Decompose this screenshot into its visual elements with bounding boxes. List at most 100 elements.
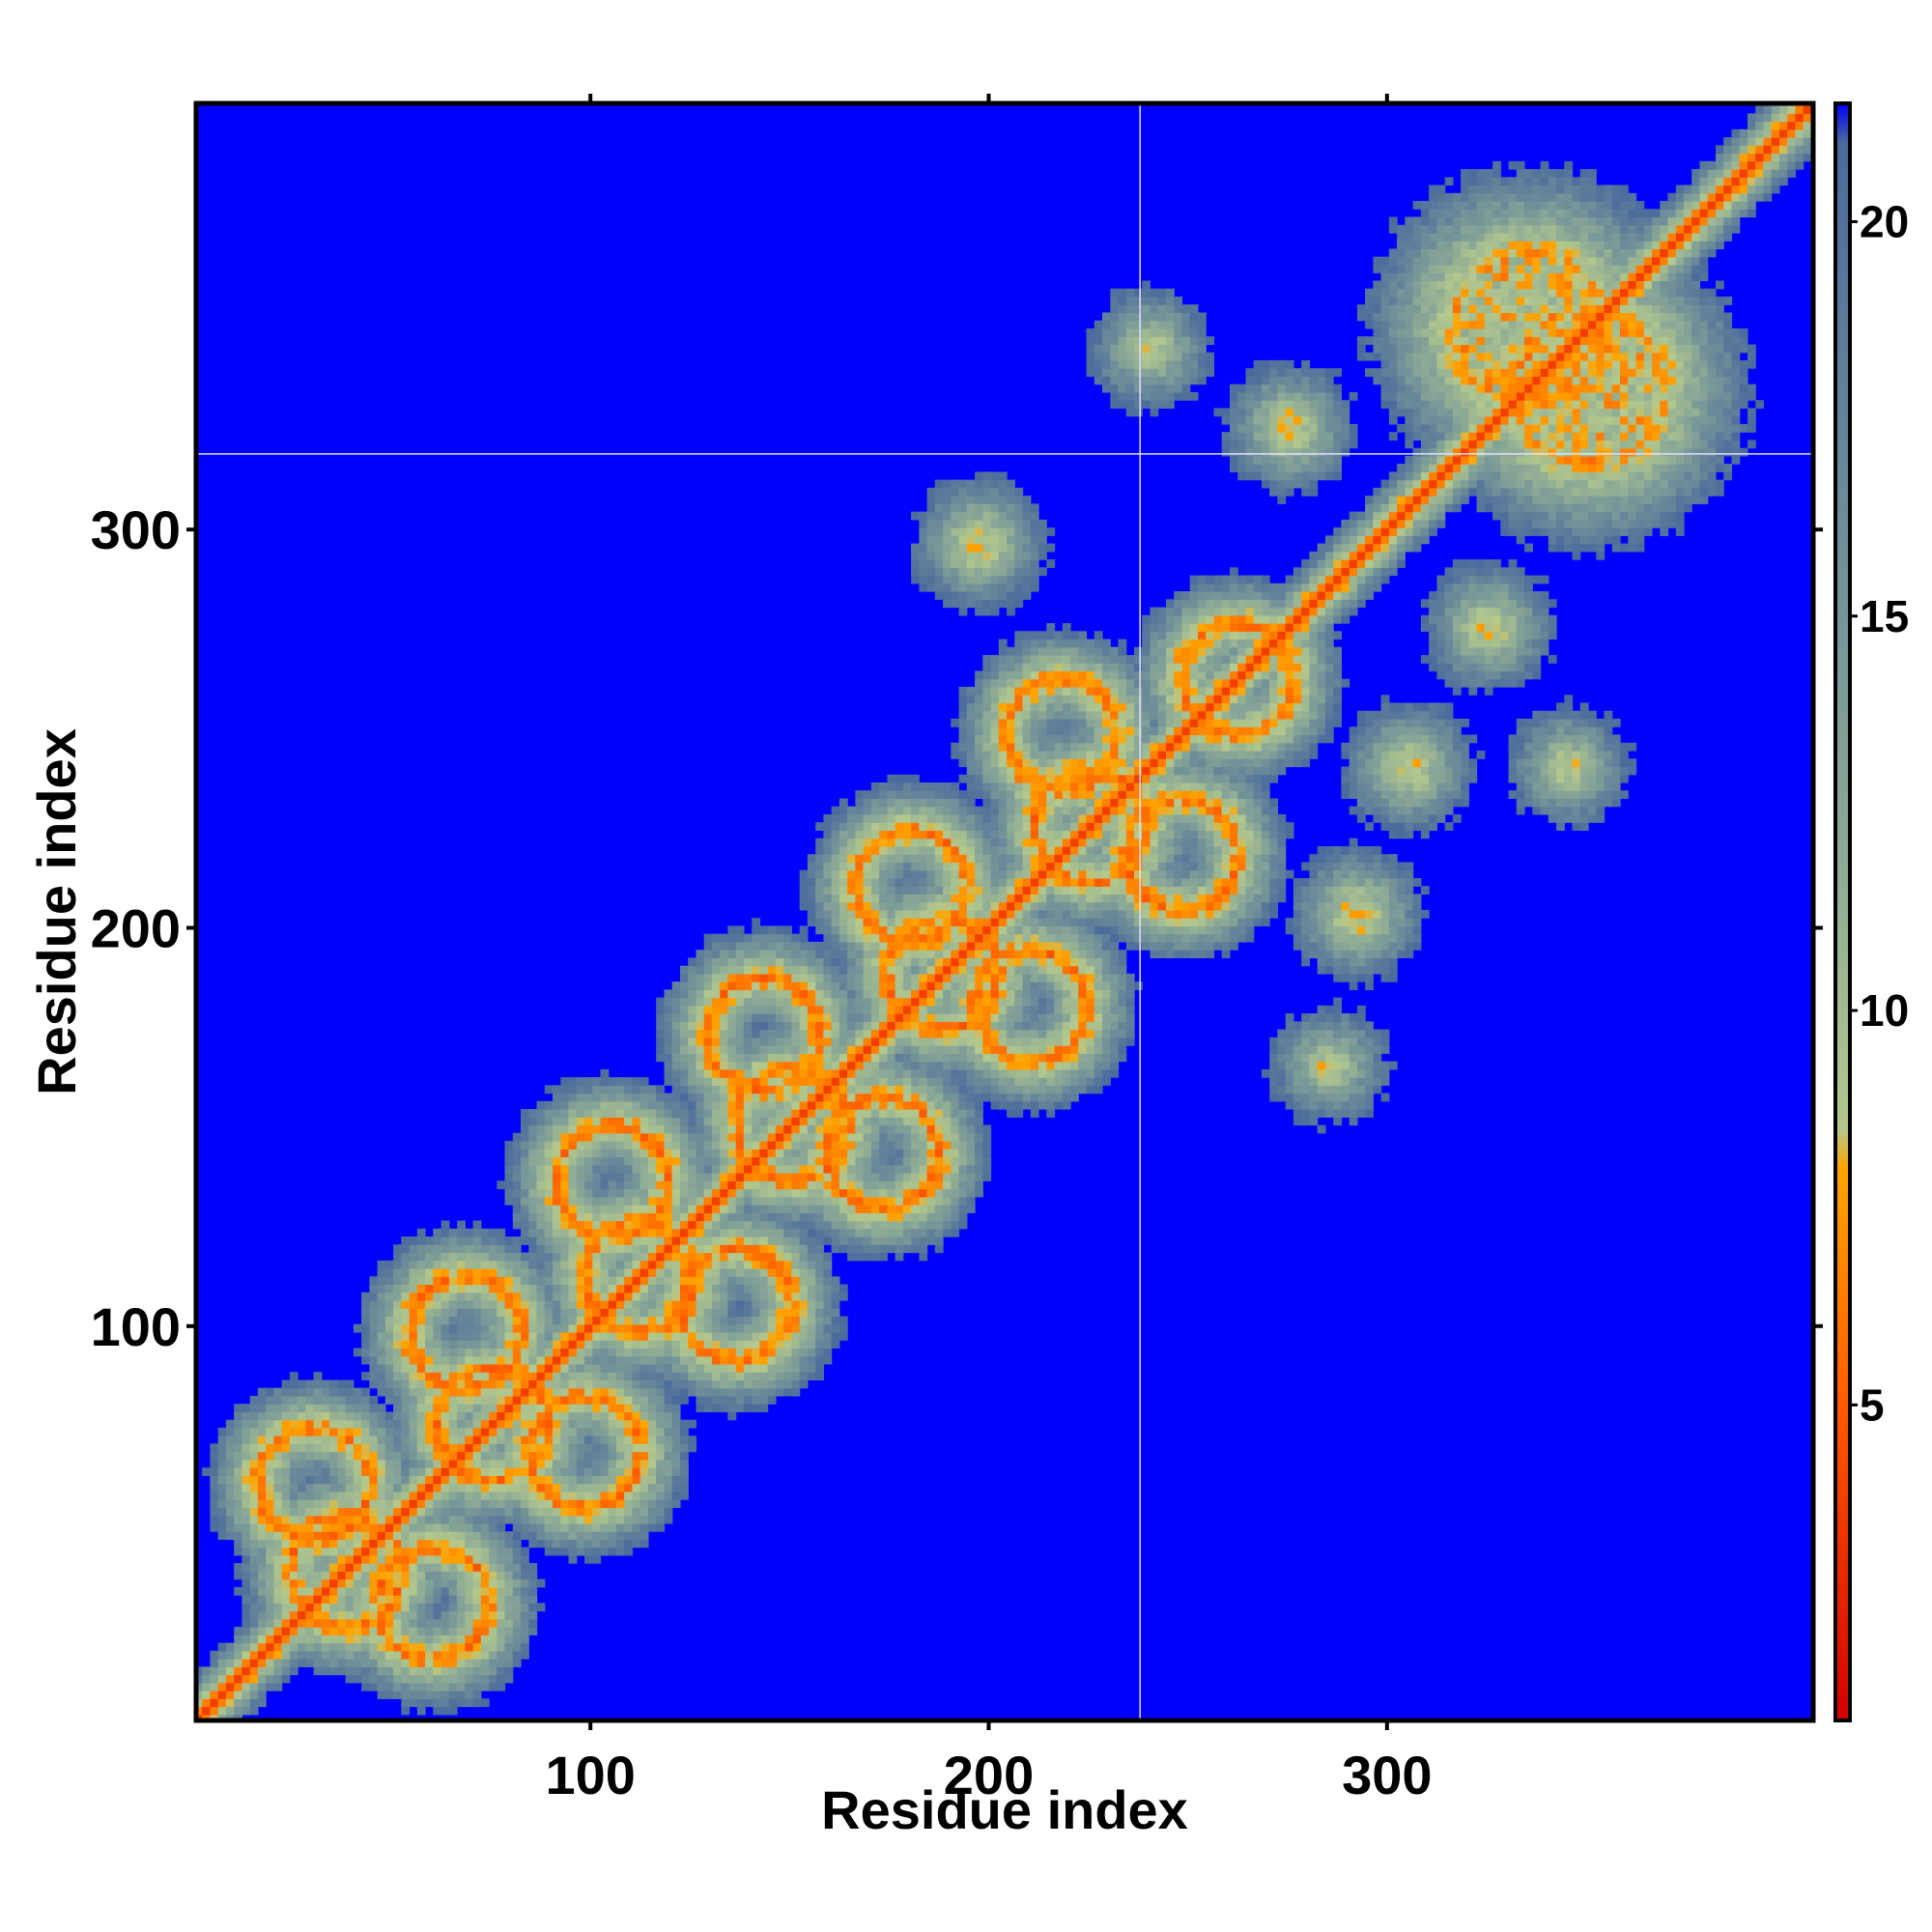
heatmap-cell	[489, 1666, 497, 1676]
heatmap-cell	[196, 1706, 203, 1716]
heatmap-cell	[895, 830, 904, 839]
heatmap-cell	[743, 1355, 753, 1365]
heatmap-cell	[919, 933, 928, 943]
heatmap-cell	[480, 1372, 490, 1381]
heatmap-cell	[791, 1117, 801, 1126]
heatmap-cell	[337, 1467, 347, 1477]
heatmap-cell	[289, 1659, 298, 1667]
heatmap-cell	[680, 1300, 689, 1309]
heatmap-cell	[257, 1610, 267, 1620]
heatmap-cell	[887, 981, 896, 991]
heatmap-cell	[440, 1260, 450, 1269]
heatmap-cell	[401, 1578, 411, 1588]
heatmap-cell	[711, 1173, 721, 1181]
heatmap-cell	[528, 1586, 538, 1596]
heatmap-cell	[521, 1404, 529, 1413]
heatmap-cell	[696, 1093, 705, 1102]
heatmap-cell	[887, 782, 896, 791]
heatmap-cell	[393, 1364, 402, 1373]
heatmap-cell	[648, 1173, 657, 1181]
heatmap-cell	[321, 1475, 330, 1485]
heatmap-cell	[600, 1387, 610, 1397]
heatmap-cell	[521, 1499, 529, 1509]
heatmap-cell	[656, 1205, 666, 1213]
heatmap-cell	[752, 1284, 761, 1293]
heatmap-cell	[480, 1642, 490, 1652]
heatmap-cell	[281, 1531, 291, 1541]
heatmap-cell	[608, 1348, 617, 1357]
heatmap-cell	[919, 1141, 928, 1150]
heatmap-cell	[425, 1316, 434, 1325]
heatmap-cell	[639, 1292, 649, 1301]
heatmap-cell	[361, 1595, 370, 1604]
heatmap-cell	[337, 1571, 347, 1580]
heatmap-cell	[752, 918, 761, 927]
heatmap-cell	[855, 1205, 865, 1213]
heatmap-cell	[217, 1674, 227, 1684]
heatmap-cell	[512, 1603, 522, 1612]
heatmap-cell	[329, 1547, 338, 1556]
heatmap-cell	[361, 1659, 370, 1667]
heatmap-cell	[624, 1132, 634, 1142]
heatmap-cell	[425, 1475, 434, 1485]
heatmap-cell	[823, 1045, 833, 1054]
heatmap-cell	[664, 1212, 673, 1222]
heatmap-cell	[703, 1068, 713, 1078]
heatmap-cell	[416, 1674, 426, 1684]
heatmap-cell	[735, 1260, 745, 1269]
heatmap-cell	[409, 1475, 418, 1485]
heatmap-cell	[735, 1141, 745, 1150]
heatmap-cell	[512, 1610, 522, 1620]
heatmap-cell	[512, 1411, 522, 1421]
heatmap-cell	[680, 1483, 689, 1492]
heatmap-cell	[536, 1499, 546, 1509]
heatmap-cell	[289, 1627, 298, 1635]
heatmap-cell	[823, 950, 833, 959]
heatmap-cell	[879, 1180, 888, 1190]
heatmap-cell	[249, 1435, 259, 1445]
heatmap-cell	[521, 1396, 529, 1405]
heatmap-cell	[879, 981, 888, 991]
heatmap-cell	[799, 1132, 809, 1142]
heatmap-cell	[895, 1029, 904, 1038]
heatmap-cell	[369, 1340, 379, 1350]
heatmap-cell	[560, 1220, 570, 1230]
heatmap-cell	[345, 1659, 355, 1667]
heatmap-cell	[799, 1205, 809, 1213]
heatmap-cell	[783, 1300, 793, 1309]
heatmap-cell	[257, 1698, 267, 1708]
heatmap-cell	[393, 1642, 402, 1652]
heatmap-cell	[576, 1387, 585, 1397]
heatmap-cell	[616, 1109, 625, 1118]
heatmap-cell	[225, 1459, 235, 1468]
heatmap-cell	[727, 1132, 737, 1142]
heatmap-cell	[870, 965, 880, 975]
heatmap-cell	[791, 1355, 801, 1365]
heatmap-cell	[377, 1507, 386, 1517]
heatmap-cell	[807, 1372, 816, 1381]
heatmap-cell	[576, 1308, 585, 1318]
heatmap-cell	[656, 1522, 666, 1532]
heatmap-cell	[521, 1117, 529, 1126]
heatmap-cell	[504, 1603, 514, 1612]
heatmap-cell	[791, 1196, 801, 1206]
heatmap-cell	[720, 1387, 729, 1397]
heatmap-cell	[656, 1372, 666, 1381]
heatmap-cell	[321, 1379, 330, 1389]
heatmap-cell	[512, 1205, 522, 1213]
heatmap-cell	[369, 1642, 379, 1652]
heatmap-cell	[616, 1467, 625, 1477]
heatmap-cell	[329, 1627, 338, 1635]
heatmap-cell	[217, 1522, 227, 1532]
heatmap-cell	[313, 1539, 323, 1548]
heatmap-cell	[249, 1627, 259, 1635]
heatmap-cell	[257, 1618, 267, 1628]
heatmap-cell	[440, 1610, 450, 1620]
heatmap-cell	[735, 1005, 745, 1014]
heatmap-cell	[472, 1483, 482, 1492]
heatmap-cell	[289, 1396, 298, 1405]
heatmap-cell	[671, 1141, 681, 1150]
heatmap-cell	[823, 854, 833, 864]
heatmap-cell	[592, 1451, 602, 1461]
heatmap-cell	[919, 862, 928, 871]
